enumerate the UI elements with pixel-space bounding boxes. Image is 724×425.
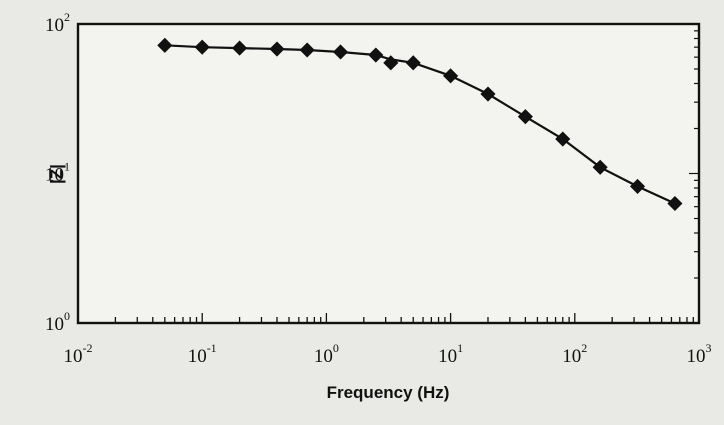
data-point-core <box>445 71 456 81</box>
x-tick-label: 102 <box>562 341 587 367</box>
data-point-core <box>272 44 282 54</box>
data-point-core <box>160 40 170 51</box>
x-tick-label: 100 <box>314 341 339 367</box>
plot-frame <box>76 22 701 325</box>
data-point-core <box>385 58 396 68</box>
data-point-core <box>371 50 381 60</box>
y-axis-title: |Z| <box>47 164 66 184</box>
fit-line <box>164 44 676 205</box>
y-tick-labels: 100 101 102 <box>45 10 70 335</box>
data-point-core <box>595 162 605 173</box>
plot-background <box>78 24 699 323</box>
x-tick-labels: 10-2 10-1 100 101 102 103 <box>64 341 712 367</box>
y-tick-label: 100 <box>45 309 70 335</box>
data-markers <box>157 37 683 212</box>
y-tick-label: 102 <box>45 10 70 36</box>
y-tick-label: 101 <box>45 160 70 186</box>
data-point-core <box>335 47 346 57</box>
x-tick-label: 10-1 <box>188 341 217 367</box>
x-tick-label: 103 <box>687 341 712 367</box>
data-point-core <box>483 89 493 99</box>
data-point-core <box>234 43 245 53</box>
data-point-core <box>520 111 531 122</box>
x-tick-label: 101 <box>438 341 463 367</box>
data-point-core <box>557 134 568 144</box>
data-point-core <box>670 198 680 209</box>
data-point-core <box>408 58 419 68</box>
x-tick-label: 10-2 <box>64 341 93 367</box>
data-point-core <box>197 42 207 52</box>
x-axis-title: Frequency (Hz) <box>327 383 450 402</box>
data-point-core <box>632 181 643 192</box>
data-point-core <box>302 45 312 55</box>
